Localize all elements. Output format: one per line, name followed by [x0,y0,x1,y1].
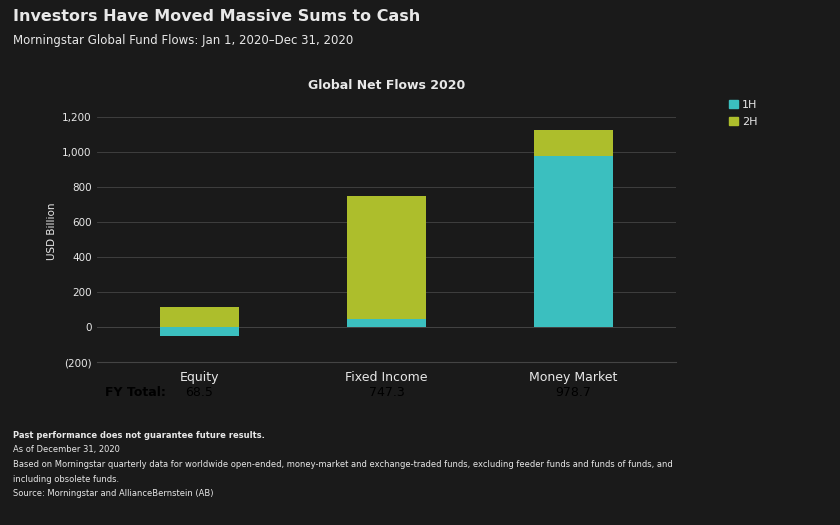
Text: Investors Have Moved Massive Sums to Cash: Investors Have Moved Massive Sums to Cas… [13,9,420,25]
Text: Based on Morningstar quarterly data for worldwide open-ended, money-market and e: Based on Morningstar quarterly data for … [13,460,672,469]
Text: including obsolete funds.: including obsolete funds. [13,475,118,484]
Text: 978.7: 978.7 [555,386,591,399]
Bar [160,307,239,327]
Text: Past performance does not guarantee future results.: Past performance does not guarantee futu… [13,430,265,439]
Bar [347,319,426,327]
Text: As of December 31, 2020: As of December 31, 2020 [13,445,119,454]
Title: Global Net Flows 2020: Global Net Flows 2020 [307,79,465,92]
Bar [347,196,426,319]
Bar [534,130,612,156]
Text: Source: Morningstar and AllianceBernstein (AB): Source: Morningstar and AllianceBernstei… [13,489,213,498]
Text: 68.5: 68.5 [186,386,213,399]
Text: FY Total:: FY Total: [105,386,166,399]
Bar [160,327,239,336]
Bar [534,130,612,327]
Text: 747.3: 747.3 [369,386,404,399]
Text: Morningstar Global Fund Flows: Jan 1, 2020–Dec 31, 2020: Morningstar Global Fund Flows: Jan 1, 20… [13,34,353,47]
Legend: 1H, 2H: 1H, 2H [729,100,758,127]
Y-axis label: USD Billion: USD Billion [46,202,56,260]
